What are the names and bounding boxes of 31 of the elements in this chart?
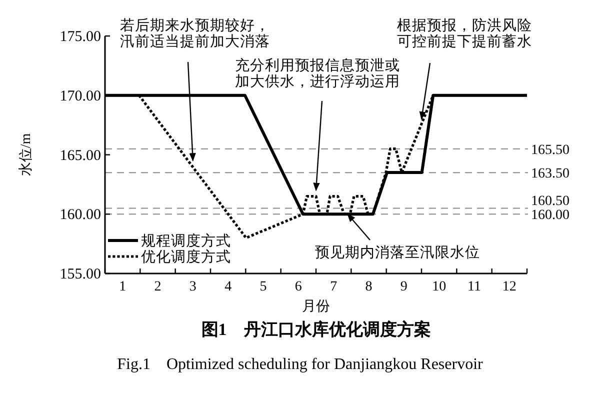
x-tick-label: 2 bbox=[154, 280, 162, 294]
x-tick-label: 4 bbox=[224, 280, 232, 294]
annotation: 若后期来水预期较好，汛前适当提前加大消落 bbox=[120, 17, 270, 50]
x-tick-label: 11 bbox=[468, 280, 481, 294]
text: 图1 丹江口水库优化调度方案 bbox=[201, 319, 431, 339]
x-tick-label: 5 bbox=[260, 280, 267, 294]
text: Fig.1 Optimized scheduling for Danjiangkou Reservoir bbox=[117, 356, 484, 373]
ref-line-label: 160.50 bbox=[531, 194, 570, 210]
x-tick-label: 12 bbox=[502, 280, 516, 294]
x-tick-label: 6 bbox=[294, 280, 302, 294]
ref-line-label: 165.50 bbox=[531, 142, 570, 158]
x-tick-label: 9 bbox=[400, 280, 408, 294]
x-tick-label: 10 bbox=[432, 280, 446, 294]
x-tick-label: 1 bbox=[119, 280, 126, 294]
x-tick-label: 8 bbox=[365, 280, 372, 294]
annotation: 预见期内消落至汛限水位 bbox=[315, 244, 480, 261]
legend-label: 规程调度方式 bbox=[141, 232, 231, 250]
y-tick-label: 165.00 bbox=[60, 148, 101, 164]
legend-label: 优化调度方式 bbox=[141, 248, 231, 266]
y-tick-label: 155.00 bbox=[60, 266, 101, 282]
ref-line-label: 163.50 bbox=[531, 166, 570, 182]
x-tick-label: 3 bbox=[189, 280, 196, 294]
annotation: 充分利用预报信息预泄或加大供水，进行浮动运用 bbox=[235, 57, 400, 90]
y-tick-label: 160.00 bbox=[60, 207, 101, 224]
y-axis-title: 水位/m bbox=[18, 133, 34, 176]
x-axis-title: 月份 bbox=[302, 298, 330, 314]
y-tick-label: 175.00 bbox=[60, 29, 101, 45]
y-tick-label: 170.00 bbox=[60, 88, 101, 104]
ref-line-label: 160.00 bbox=[531, 208, 570, 224]
x-tick-label: 7 bbox=[330, 280, 338, 294]
annotation: 根据预报，防洪风险可控前提下提前蓄水 bbox=[397, 17, 532, 50]
